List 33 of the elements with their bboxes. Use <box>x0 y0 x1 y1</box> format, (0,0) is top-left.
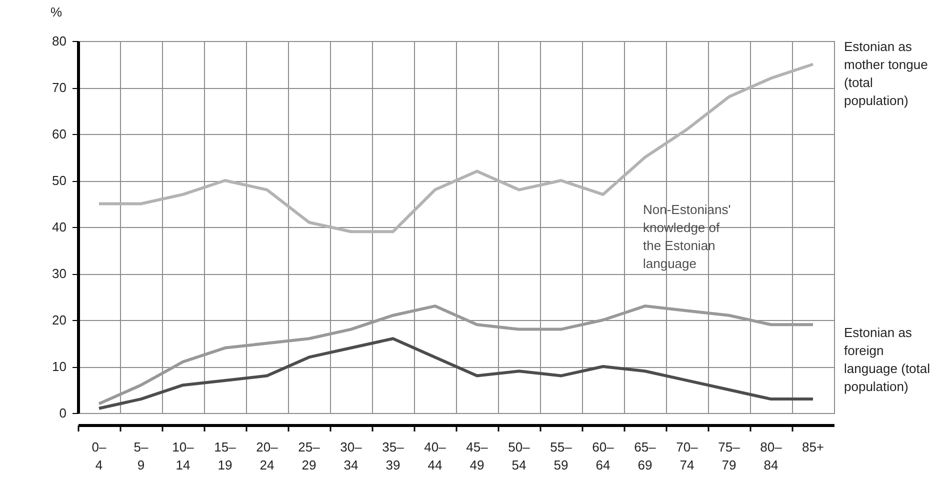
line-series <box>98 62 814 234</box>
y-tick-label: 10 <box>52 359 66 374</box>
y-tick-label: 20 <box>52 312 66 328</box>
x-tick-label: 70–74 <box>676 440 699 472</box>
y-tick-label: 70 <box>52 80 66 95</box>
x-tick-label: 65–69 <box>634 440 657 472</box>
x-tick-label: 85+ <box>802 440 824 454</box>
y-tick-label: 60 <box>52 126 66 142</box>
y-axis-title: % <box>50 4 62 20</box>
x-tick-label: 15–19 <box>214 440 237 472</box>
y-tick-label: 40 <box>52 220 66 234</box>
x-tick-label: 60–64 <box>592 440 615 472</box>
line-series <box>98 337 814 410</box>
x-tick-label: 0–4 <box>92 440 107 472</box>
text: Estonian as mother tongue (total population) <box>844 39 928 108</box>
x-tick-label: 25–29 <box>298 440 321 472</box>
x-tick-label: 50–54 <box>508 440 531 472</box>
y-tick-label: 0 <box>59 406 66 420</box>
text: Estonian as foreign language (total population) <box>844 324 930 394</box>
y-tick-label: 50 <box>52 173 66 188</box>
x-tick-label: 10–14 <box>172 440 195 472</box>
x-tick-label: 45–49 <box>466 440 489 472</box>
y-tick-label: 30 <box>52 266 66 281</box>
x-tick-label: 5–9 <box>134 440 149 472</box>
x-tick-label: 35–39 <box>382 440 405 472</box>
x-tick-label: 30–34 <box>340 440 363 472</box>
x-tick-label: 20–24 <box>256 440 279 472</box>
x-tick-label: 80–84 <box>760 440 783 472</box>
y-tick-label: 80 <box>52 34 66 48</box>
line-series <box>98 304 814 406</box>
x-tick-label: 75–79 <box>718 440 741 472</box>
x-tick-label: 40–44 <box>424 440 447 472</box>
x-tick-label: 55–59 <box>550 440 573 472</box>
